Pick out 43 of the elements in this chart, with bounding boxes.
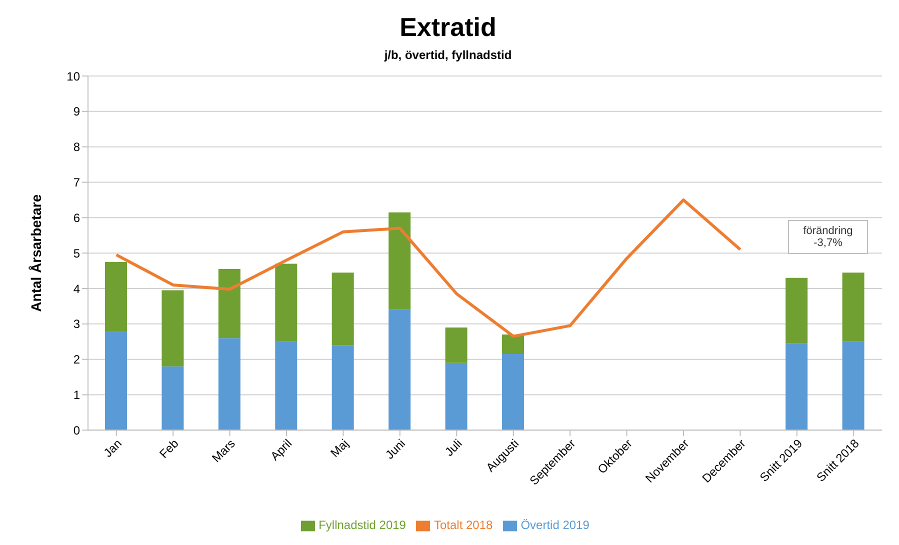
y-tick-label: 0 xyxy=(73,423,80,438)
bar xyxy=(502,354,524,430)
bar xyxy=(162,290,184,366)
y-tick-label: 2 xyxy=(73,352,80,367)
bar xyxy=(275,264,298,342)
bar xyxy=(105,262,127,332)
legend-label: Övertid 2019 xyxy=(520,518,590,532)
bar xyxy=(105,331,127,430)
bar xyxy=(162,366,184,430)
bar xyxy=(388,310,411,430)
legend-label: Fyllnadstid 2019 xyxy=(318,518,406,532)
bar xyxy=(218,338,240,430)
x-tick-label: Juli xyxy=(442,436,465,460)
x-tick-label: Jan xyxy=(100,436,125,460)
y-tick-label: 10 xyxy=(66,69,80,84)
y-tick-label: 9 xyxy=(73,104,80,119)
line-series xyxy=(114,198,742,338)
bar xyxy=(275,342,298,430)
annotation: förändring -3,7% xyxy=(788,220,868,254)
bar xyxy=(445,327,468,363)
bar xyxy=(502,334,524,354)
bar xyxy=(842,272,864,342)
y-tick-label: 3 xyxy=(73,317,80,332)
x-tick-label: Feb xyxy=(156,436,182,461)
y-tick-label: 8 xyxy=(73,140,80,154)
bar xyxy=(842,342,864,430)
bar xyxy=(786,343,808,430)
y-axis-title: Antal Årsarbetare xyxy=(28,194,44,312)
bar xyxy=(332,345,354,430)
y-tick-label: 5 xyxy=(73,246,80,260)
bar xyxy=(218,269,240,338)
y-tick-label: 4 xyxy=(73,282,80,296)
bar xyxy=(786,278,808,344)
y-tick-label: 7 xyxy=(73,176,80,190)
chart-title: Extratid xyxy=(398,12,498,43)
bar xyxy=(445,362,468,430)
legend-label: Totalt 2018 xyxy=(434,518,493,532)
y-tick-label: 1 xyxy=(73,388,80,402)
chart-subtitle: j/b, övertid, fyllnadstid xyxy=(383,48,513,62)
bar xyxy=(332,272,354,346)
x-tick-label: Maj xyxy=(328,436,352,460)
bar xyxy=(388,212,411,310)
y-tick-label: 6 xyxy=(73,210,80,225)
